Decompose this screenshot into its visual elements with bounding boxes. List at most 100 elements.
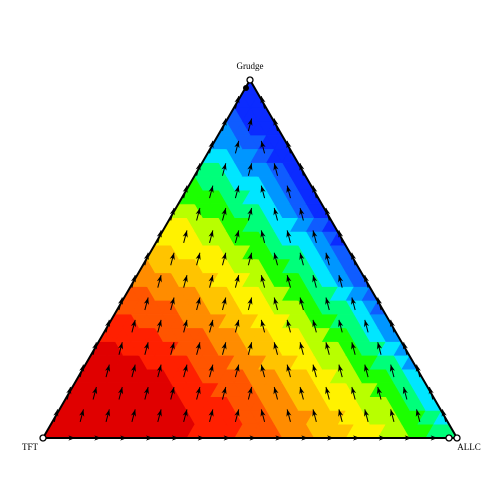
flow-arrow-head — [182, 364, 188, 373]
flow-arrow-head — [286, 364, 292, 373]
vertex-tft-marker — [39, 434, 47, 442]
flow-arrow-head — [351, 297, 357, 305]
flow-arrow-head — [221, 207, 227, 216]
flow-arrow-head — [156, 319, 162, 328]
flow-arrow-head — [182, 409, 188, 417]
flow-arrow-head — [195, 207, 201, 216]
flow-arrow-head — [325, 342, 331, 350]
flow-arrow-head — [325, 386, 331, 395]
flow-arrow-head — [312, 275, 318, 283]
speed-heatmap — [43, 80, 457, 438]
flow-arrow-head — [338, 319, 344, 328]
flow-arrow-head — [234, 185, 240, 194]
vertex-label-grudge: Grudge — [237, 61, 264, 71]
vertex-label-tft: TFT — [22, 442, 39, 452]
stable-point-marker — [243, 85, 249, 91]
flow-arrow-head — [208, 185, 214, 194]
flow-arrow-head — [273, 207, 279, 216]
flow-arrow-head — [130, 364, 136, 373]
flow-arrow-head — [247, 118, 253, 126]
flow-arrow-head — [260, 319, 266, 328]
flow-arrow-head — [299, 342, 305, 350]
flow-arrow-head — [364, 319, 370, 328]
flow-arrow-head — [221, 342, 227, 350]
flow-arrow-head — [260, 409, 266, 417]
flow-arrow-head — [286, 185, 292, 194]
flow-arrow-head — [260, 185, 266, 194]
flow-arrow-head — [117, 342, 124, 350]
flow-arrow-head — [376, 386, 383, 395]
flow-arrow-head — [338, 364, 344, 373]
flow-arrow-head — [389, 364, 395, 373]
flow-arrow-head — [156, 409, 162, 417]
flow-arrow-head — [299, 297, 305, 305]
flow-arrow-head — [260, 364, 266, 373]
vertex-allc-marker-2 — [453, 434, 461, 442]
flow-arrow-head — [325, 252, 331, 261]
flow-arrow-head — [273, 297, 279, 305]
flow-arrow-head — [312, 319, 318, 328]
flow-arrow-head — [92, 386, 98, 395]
flow-arrow-head — [364, 409, 370, 417]
flow-arrow-head — [143, 386, 149, 395]
flow-arrow-head — [221, 252, 227, 261]
flow-arrow-head — [299, 252, 305, 261]
simplex-border — [41, 78, 459, 439]
flow-arrow-head — [247, 207, 253, 216]
flow-arrow-head — [221, 297, 227, 305]
flow-arrow-head — [156, 364, 162, 373]
flow-arrow-head — [208, 319, 214, 328]
flow-arrow-head — [182, 230, 188, 238]
flow-arrow-head — [105, 364, 111, 373]
flow-arrow-head — [208, 230, 214, 238]
flow-arrow-head — [169, 297, 175, 305]
flow-arrow-head — [208, 409, 214, 417]
flow-arrow-head — [286, 230, 292, 238]
flow-arrow-head — [143, 342, 149, 350]
flow-arrow-head — [389, 409, 395, 417]
flow-arrow-head — [247, 163, 253, 171]
flow-arrow-head — [169, 342, 175, 350]
flow-arrow-head — [182, 275, 188, 283]
flow-arrow-head — [247, 297, 253, 305]
flow-arrow-head — [234, 275, 240, 283]
flow-arrow-head — [130, 319, 136, 328]
flow-arrow-head — [286, 319, 292, 328]
vertex-grudge-marker — [246, 76, 254, 84]
flow-arrow-head — [79, 409, 85, 417]
flow-arrow-head — [143, 297, 149, 305]
flow-arrow-head — [273, 386, 279, 395]
flow-arrow-head — [195, 386, 201, 395]
flow-arrow-head — [130, 409, 136, 417]
flow-arrow-head — [260, 140, 266, 149]
flow-arrow-head — [247, 252, 253, 261]
flow-arrow-head — [221, 386, 227, 395]
flow-arrow-head — [338, 409, 344, 417]
flow-arrow-head — [247, 342, 253, 350]
flow-arrow-head — [156, 275, 162, 283]
flow-arrow-head — [312, 230, 318, 238]
flow-arrow-head — [286, 409, 292, 417]
flow-arrow-head — [325, 297, 331, 305]
vertex-allc-marker — [445, 434, 453, 442]
flow-arrow-head — [286, 275, 292, 283]
flow-arrow-head — [208, 364, 214, 373]
flow-arrow-head — [234, 140, 240, 149]
flow-arrow-head — [402, 386, 408, 395]
flow-arrow-head — [234, 409, 240, 417]
flow-arrow-head — [273, 163, 279, 171]
flow-arrow-head — [312, 364, 318, 373]
flow-arrow-head — [260, 275, 266, 283]
flow-arrow-head — [234, 319, 240, 328]
vertex-label-allc: ALLC — [457, 442, 481, 452]
flow-arrow-head — [195, 342, 201, 350]
flow-arrow-head — [105, 409, 111, 417]
flow-arrow-head — [221, 163, 227, 171]
flow-arrow-head — [169, 252, 175, 261]
flow-arrow-head — [195, 252, 201, 261]
flow-arrow-head — [117, 386, 124, 395]
flow-arrow-head — [182, 319, 188, 328]
flow-arrow-head — [260, 230, 266, 238]
flow-arrow-head — [208, 275, 214, 283]
